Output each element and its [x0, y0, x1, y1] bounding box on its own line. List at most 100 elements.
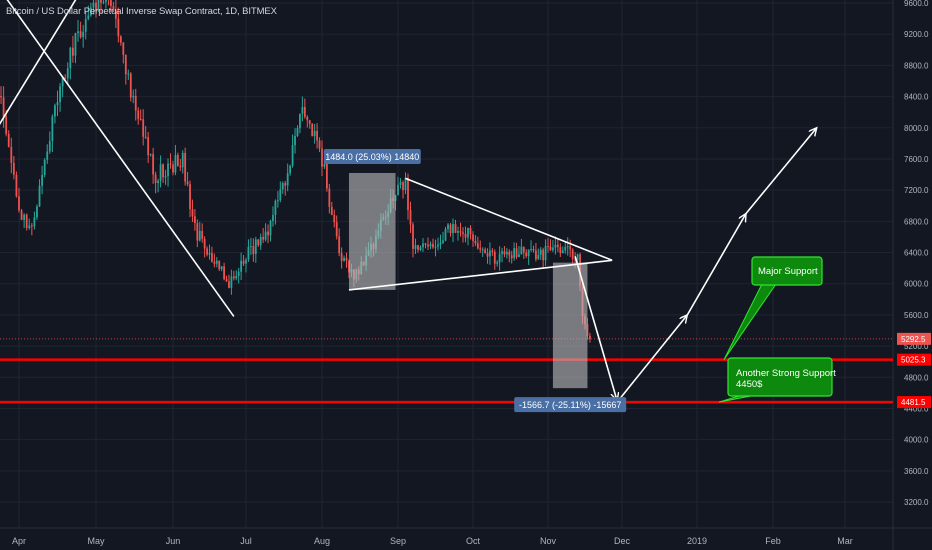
candle-body [547, 246, 549, 248]
candle-body [10, 146, 13, 163]
candle [308, 119, 311, 129]
candle [186, 171, 189, 187]
candle-body [513, 248, 516, 259]
candle-body [281, 183, 284, 190]
candle [454, 219, 457, 234]
candle [328, 183, 331, 214]
candle-body [129, 73, 132, 98]
candle-body [149, 154, 152, 156]
candle-body [159, 164, 162, 181]
measure-box[interactable] [348, 172, 396, 290]
candle [95, 0, 97, 18]
candle-body [399, 182, 402, 185]
candle-body [61, 77, 64, 87]
candle-body [132, 95, 135, 98]
candle-body [454, 224, 457, 233]
candle [164, 169, 167, 185]
candle-body [457, 231, 459, 233]
candle [532, 245, 535, 253]
y-tick-label: 6800.0 [904, 217, 929, 226]
y-tick-label: 3600.0 [904, 467, 929, 476]
candle [56, 90, 59, 117]
candle-body [484, 249, 486, 254]
candle [484, 247, 486, 254]
candle [100, 0, 102, 14]
candle [535, 242, 537, 262]
candle-body [542, 249, 545, 261]
candle [169, 153, 172, 169]
y-tick-label: 4000.0 [904, 436, 929, 445]
candle-body [432, 243, 434, 248]
candle [345, 252, 348, 268]
candle-body [412, 224, 414, 249]
trend-arrow[interactable] [745, 128, 817, 215]
chart-title: Bitcoin / US Dollar Perpetual Inverse Sw… [6, 6, 277, 17]
candle-body [518, 254, 520, 257]
grid-lines [0, 0, 893, 528]
candle-body [242, 260, 245, 264]
candle-body [30, 225, 33, 227]
y-tick-label: 8400.0 [904, 93, 929, 102]
candle-body [33, 217, 36, 227]
candle-body [137, 110, 140, 120]
candle [43, 158, 46, 178]
candle-body [147, 137, 150, 156]
candle [154, 171, 157, 194]
candle-body [20, 210, 23, 220]
candle-body [520, 246, 523, 255]
trend-arrow[interactable] [618, 315, 688, 400]
support-callout[interactable]: Major Support [723, 256, 823, 360]
candle [66, 62, 69, 85]
candle-body [569, 246, 572, 250]
candle [472, 231, 474, 247]
candle-body [299, 113, 301, 129]
x-tick-label: Nov [540, 536, 557, 546]
x-tick-label: Oct [466, 536, 481, 546]
candle-body [459, 231, 462, 233]
candle [493, 249, 496, 270]
price-tag: 4481.5 [897, 396, 931, 409]
candle [419, 245, 422, 252]
candle [547, 237, 549, 253]
candle [18, 188, 20, 213]
candle-body [181, 152, 184, 168]
candle [87, 5, 90, 21]
candle-body [481, 249, 484, 251]
candle-body [102, 1, 105, 3]
candle-body [291, 145, 294, 166]
candle [462, 227, 464, 243]
measure-label-text: 1484.0 (25.03%) 14840 [325, 152, 419, 162]
candle [232, 270, 235, 281]
candle-body [59, 86, 61, 103]
candle [276, 191, 279, 208]
candle [335, 215, 338, 240]
candle-body [491, 250, 494, 252]
trend-line[interactable] [0, 0, 83, 151]
candle-body [25, 214, 28, 229]
trend-arrow[interactable] [574, 256, 617, 400]
price-tag-bg [897, 353, 931, 366]
candle-body [442, 240, 444, 243]
measure-box[interactable] [552, 262, 588, 389]
measure-label: -1566.7 (-25.11%) -15667 [514, 397, 627, 413]
candle-body [167, 163, 169, 177]
trend-line[interactable] [405, 177, 613, 262]
candle [262, 227, 265, 243]
candle [303, 98, 306, 119]
candle-body [225, 279, 228, 282]
candle-body [402, 182, 404, 191]
trend-line[interactable] [0, 0, 235, 317]
candle [564, 240, 567, 254]
y-tick-label: 4800.0 [904, 373, 929, 382]
candle [46, 144, 49, 164]
trend-arrow[interactable] [686, 214, 746, 316]
candle-body [498, 253, 501, 263]
candle-body [36, 206, 38, 218]
candle [459, 222, 462, 237]
candle-body [139, 119, 142, 121]
candle [412, 222, 414, 258]
trend-line[interactable] [348, 259, 613, 291]
candle [518, 246, 520, 258]
